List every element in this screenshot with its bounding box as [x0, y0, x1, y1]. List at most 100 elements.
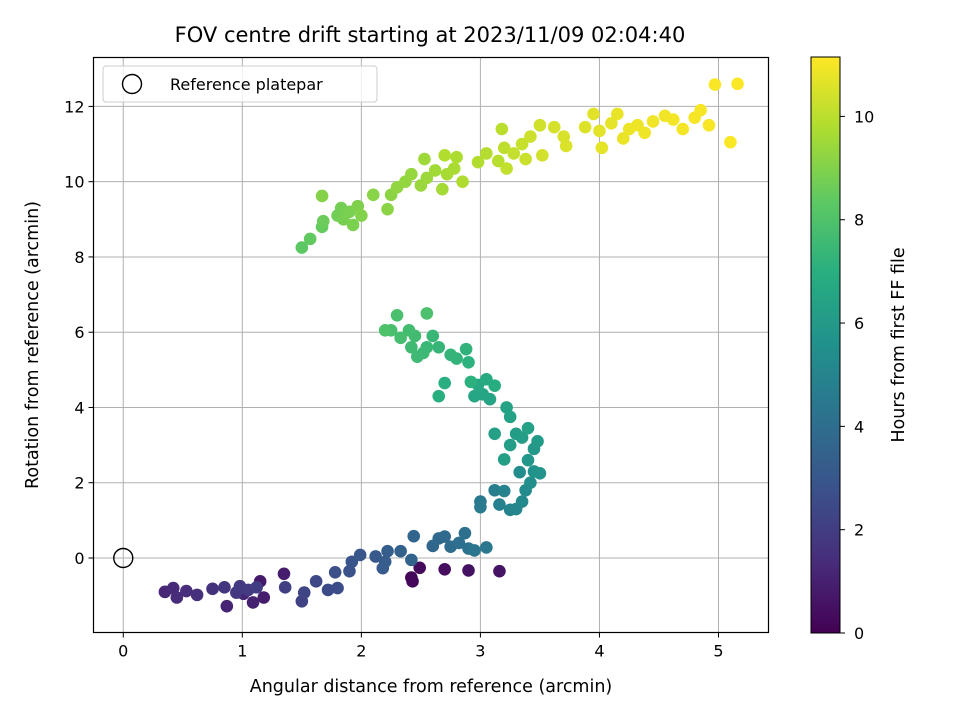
data-point: [507, 147, 521, 160]
y-tick-label: 10: [64, 173, 84, 192]
data-point: [328, 565, 342, 579]
data-point: [587, 107, 600, 121]
data-point: [426, 329, 440, 343]
data-point: [378, 555, 392, 569]
data-point: [468, 544, 481, 557]
data-point: [462, 356, 475, 369]
colorbar-tick-label: 10: [854, 107, 874, 126]
data-point: [444, 348, 457, 362]
chart-title: FOV centre drift starting at 2023/11/09 …: [175, 23, 686, 47]
colorbar-label: Hours from first FF file: [889, 247, 909, 442]
data-point: [459, 342, 473, 356]
data-point: [170, 591, 184, 604]
y-tick-label: 2: [74, 474, 84, 493]
legend: Reference platepar: [102, 65, 378, 103]
data-point: [309, 575, 323, 588]
colorbar-tick-label: 2: [854, 521, 864, 540]
data-point: [666, 113, 680, 126]
data-point: [343, 564, 356, 578]
data-point: [381, 544, 394, 558]
data-point: [646, 115, 660, 128]
data-point: [557, 130, 571, 143]
data-point: [413, 561, 426, 575]
data-point: [500, 162, 513, 175]
data-point: [488, 379, 501, 392]
data-point: [450, 150, 463, 164]
data-point: [578, 120, 592, 134]
data-point: [406, 575, 419, 588]
data-point: [355, 209, 368, 222]
data-point: [206, 582, 219, 596]
colorbar: [810, 56, 841, 634]
data-point: [345, 555, 359, 569]
data-point: [250, 581, 263, 594]
data-point: [428, 164, 442, 177]
data-point: [593, 124, 606, 138]
data-point: [432, 340, 446, 354]
data-point: [315, 189, 329, 203]
data-point: [500, 401, 513, 414]
data-point: [394, 544, 407, 558]
y-axis-label: Rotation from reference (arcmin): [23, 201, 43, 489]
data-point: [381, 202, 394, 216]
data-point: [405, 340, 418, 354]
data-point: [346, 218, 360, 232]
data-point: [708, 78, 722, 91]
data-point: [515, 137, 529, 151]
data-point: [405, 167, 418, 181]
data-point: [378, 324, 392, 337]
data-point: [303, 232, 317, 246]
data-point: [278, 581, 292, 594]
data-point: [438, 530, 451, 543]
reference-platepar-marker: [113, 547, 134, 569]
data-point: [295, 241, 309, 254]
data-point: [495, 122, 509, 136]
data-point: [438, 149, 451, 162]
data-point: [418, 152, 431, 166]
colorbar-tick-label: 4: [854, 417, 864, 436]
data-point: [180, 584, 193, 598]
colorbar-tick-label: 0: [854, 624, 864, 643]
data-point: [521, 421, 535, 435]
data-point: [724, 135, 737, 149]
data-point: [452, 536, 466, 550]
data-point: [321, 583, 335, 597]
data-point: [246, 596, 260, 609]
data-point: [702, 118, 716, 132]
data-point: [524, 130, 537, 143]
data-point: [611, 107, 624, 121]
data-point: [497, 141, 511, 155]
y-tick-label: 8: [74, 248, 84, 267]
data-point: [491, 154, 505, 168]
data-point: [474, 500, 487, 514]
colorbar-ticks: 0 2 4 6 8 10: [840, 107, 874, 643]
data-point: [471, 155, 485, 169]
data-point: [420, 307, 434, 320]
data-point: [480, 541, 493, 554]
data-point: [694, 103, 707, 117]
data-point: [353, 548, 367, 562]
data-point: [515, 495, 529, 508]
data-point: [509, 427, 523, 441]
x-tick-label: 0: [118, 642, 128, 661]
data-point: [533, 118, 547, 132]
data-point: [616, 132, 630, 145]
y-tick-label: 4: [74, 398, 84, 417]
data-point: [390, 308, 404, 322]
colorbar-tick-label: 8: [854, 211, 864, 230]
y-axis-ticks: 0 2 4 6 8 10 12: [64, 97, 94, 568]
data-point: [521, 453, 535, 467]
data-point: [369, 550, 382, 563]
colorbar-tick-label: 6: [854, 314, 864, 333]
data-point: [547, 120, 561, 134]
data-point: [605, 117, 618, 130]
data-point: [513, 465, 526, 479]
legend-label-reference: Reference platepar: [170, 75, 323, 94]
data-point: [277, 567, 291, 581]
data-point: [316, 214, 330, 228]
data-point: [531, 435, 544, 448]
x-tick-label: 3: [475, 642, 485, 661]
data-point: [220, 599, 234, 613]
data-point: [480, 147, 493, 160]
